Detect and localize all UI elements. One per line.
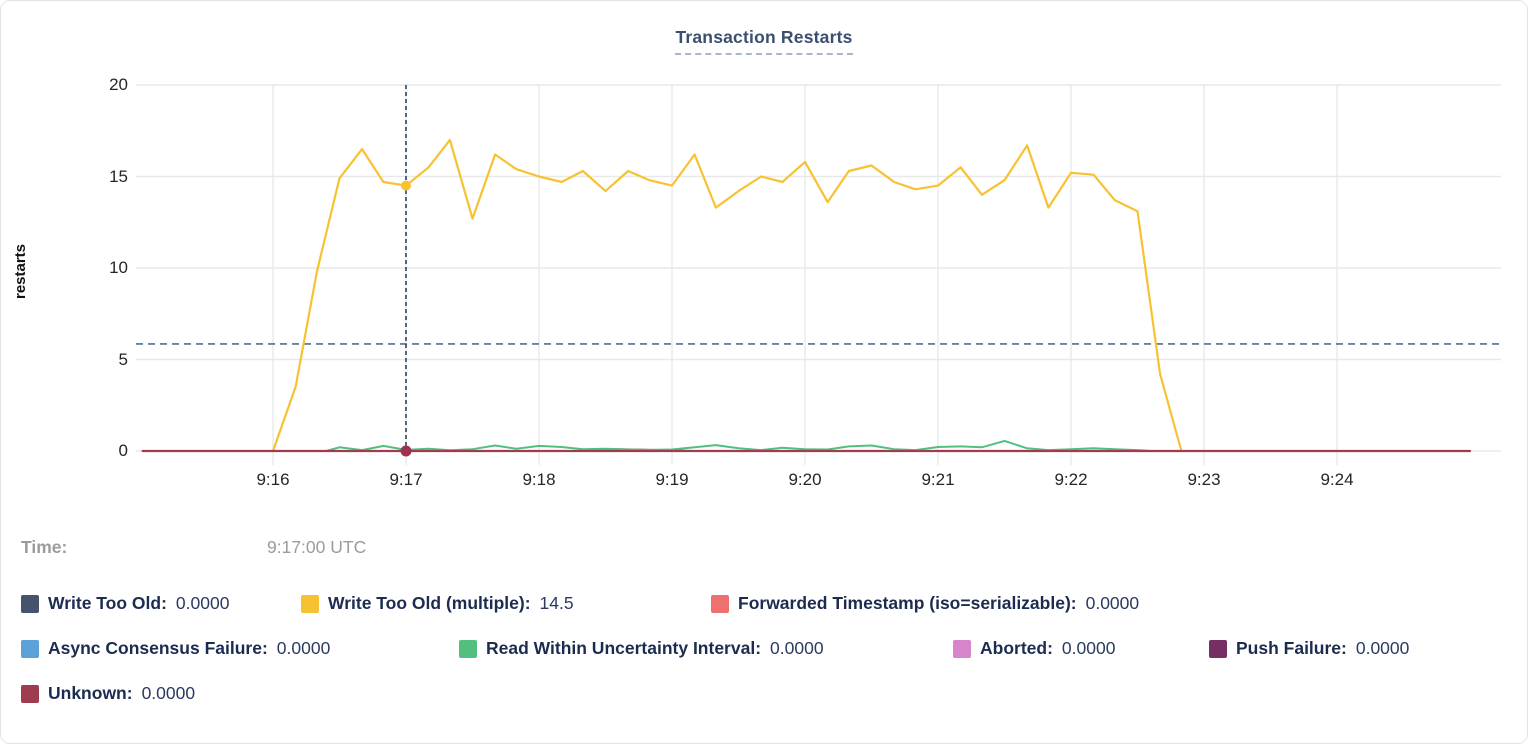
chart-title: Transaction Restarts [1,27,1527,55]
legend-value: 0.0000 [141,683,196,703]
legend-item-write-too-old: Write Too Old: 0.0000 [21,593,229,614]
y-tick-10: 10 [109,258,128,277]
legend-value: 0.0000 [276,638,331,658]
legend-swatch [21,639,39,658]
chart-title-text: Transaction Restarts [675,27,853,55]
legend-label: Read Within Uncertainty Interval: [486,638,762,658]
y-tick-15: 15 [109,166,128,186]
legend-label: Forwarded Timestamp (iso=serializable): [738,593,1077,613]
hover-dot-write-too-old-multiple- [401,180,411,191]
legend-item-unknown: Unknown: 0.0000 [21,683,195,704]
y-tick-20: 20 [109,75,128,94]
legend-item-async-consensus-failure: Async Consensus Failure: 0.0000 [21,638,330,659]
legend-label: Async Consensus Failure: [48,638,268,658]
legend-swatch [953,639,971,658]
y-tick-5: 5 [118,349,128,369]
legend-item-push-failure: Push Failure: 0.0000 [1209,638,1409,659]
legend-label: Push Failure: [1236,638,1347,658]
x-tick-9-16: 9:16 [256,470,290,489]
legend-label: Aborted: [980,638,1053,658]
legend-swatch [21,684,39,703]
legend-item-aborted: Aborted: 0.0000 [953,638,1115,659]
legend-label: Write Too Old: [48,593,167,613]
legend-label: Unknown: [48,683,133,703]
legend-swatch [1209,639,1227,658]
series-lines [141,138,1472,453]
legend-swatch [459,639,477,658]
legend-item-forwarded-timestamp-iso-serializable: Forwarded Timestamp (iso=serializable): 0… [711,593,1139,614]
x-tick-9-17: 9:17 [389,470,423,489]
legend-item-read-within-uncertainty-interval: Read Within Uncertainty Interval: 0.0000 [459,638,824,659]
hover-time-readout: Time: 9:17:00 UTC [21,537,366,558]
hover-dot-unknown [400,445,412,457]
x-tick-9-19: 9:19 [655,470,689,489]
x-tick-9-18: 9:18 [522,470,556,489]
legend-value: 0.0000 [1355,638,1410,658]
y-tick-0: 0 [118,441,128,460]
legend-swatch [301,594,319,613]
legend-label: Write Too Old (multiple): [328,593,531,613]
series-write-too-old-multiple- [271,138,1183,453]
x-tick-9-23: 9:23 [1187,470,1221,489]
legend-value: 14.5 [539,593,574,613]
time-value: 9:17:00 UTC [267,537,367,557]
legend-value: 0.0000 [1085,593,1140,613]
x-tick-9-20: 9:20 [788,470,822,489]
time-label: Time: [21,537,68,557]
x-tick-9-22: 9:22 [1054,470,1088,489]
legend-item-write-too-old-multiple: Write Too Old (multiple): 14.5 [301,593,574,614]
legend-value: 0.0000 [175,593,230,613]
x-tick-9-21: 9:21 [921,470,955,489]
legend-value: 0.0000 [770,638,824,658]
x-tick-9-24: 9:24 [1320,470,1354,489]
legend-swatch [711,594,729,613]
legend-value: 0.0000 [1061,638,1116,658]
legend-swatch [21,594,39,613]
